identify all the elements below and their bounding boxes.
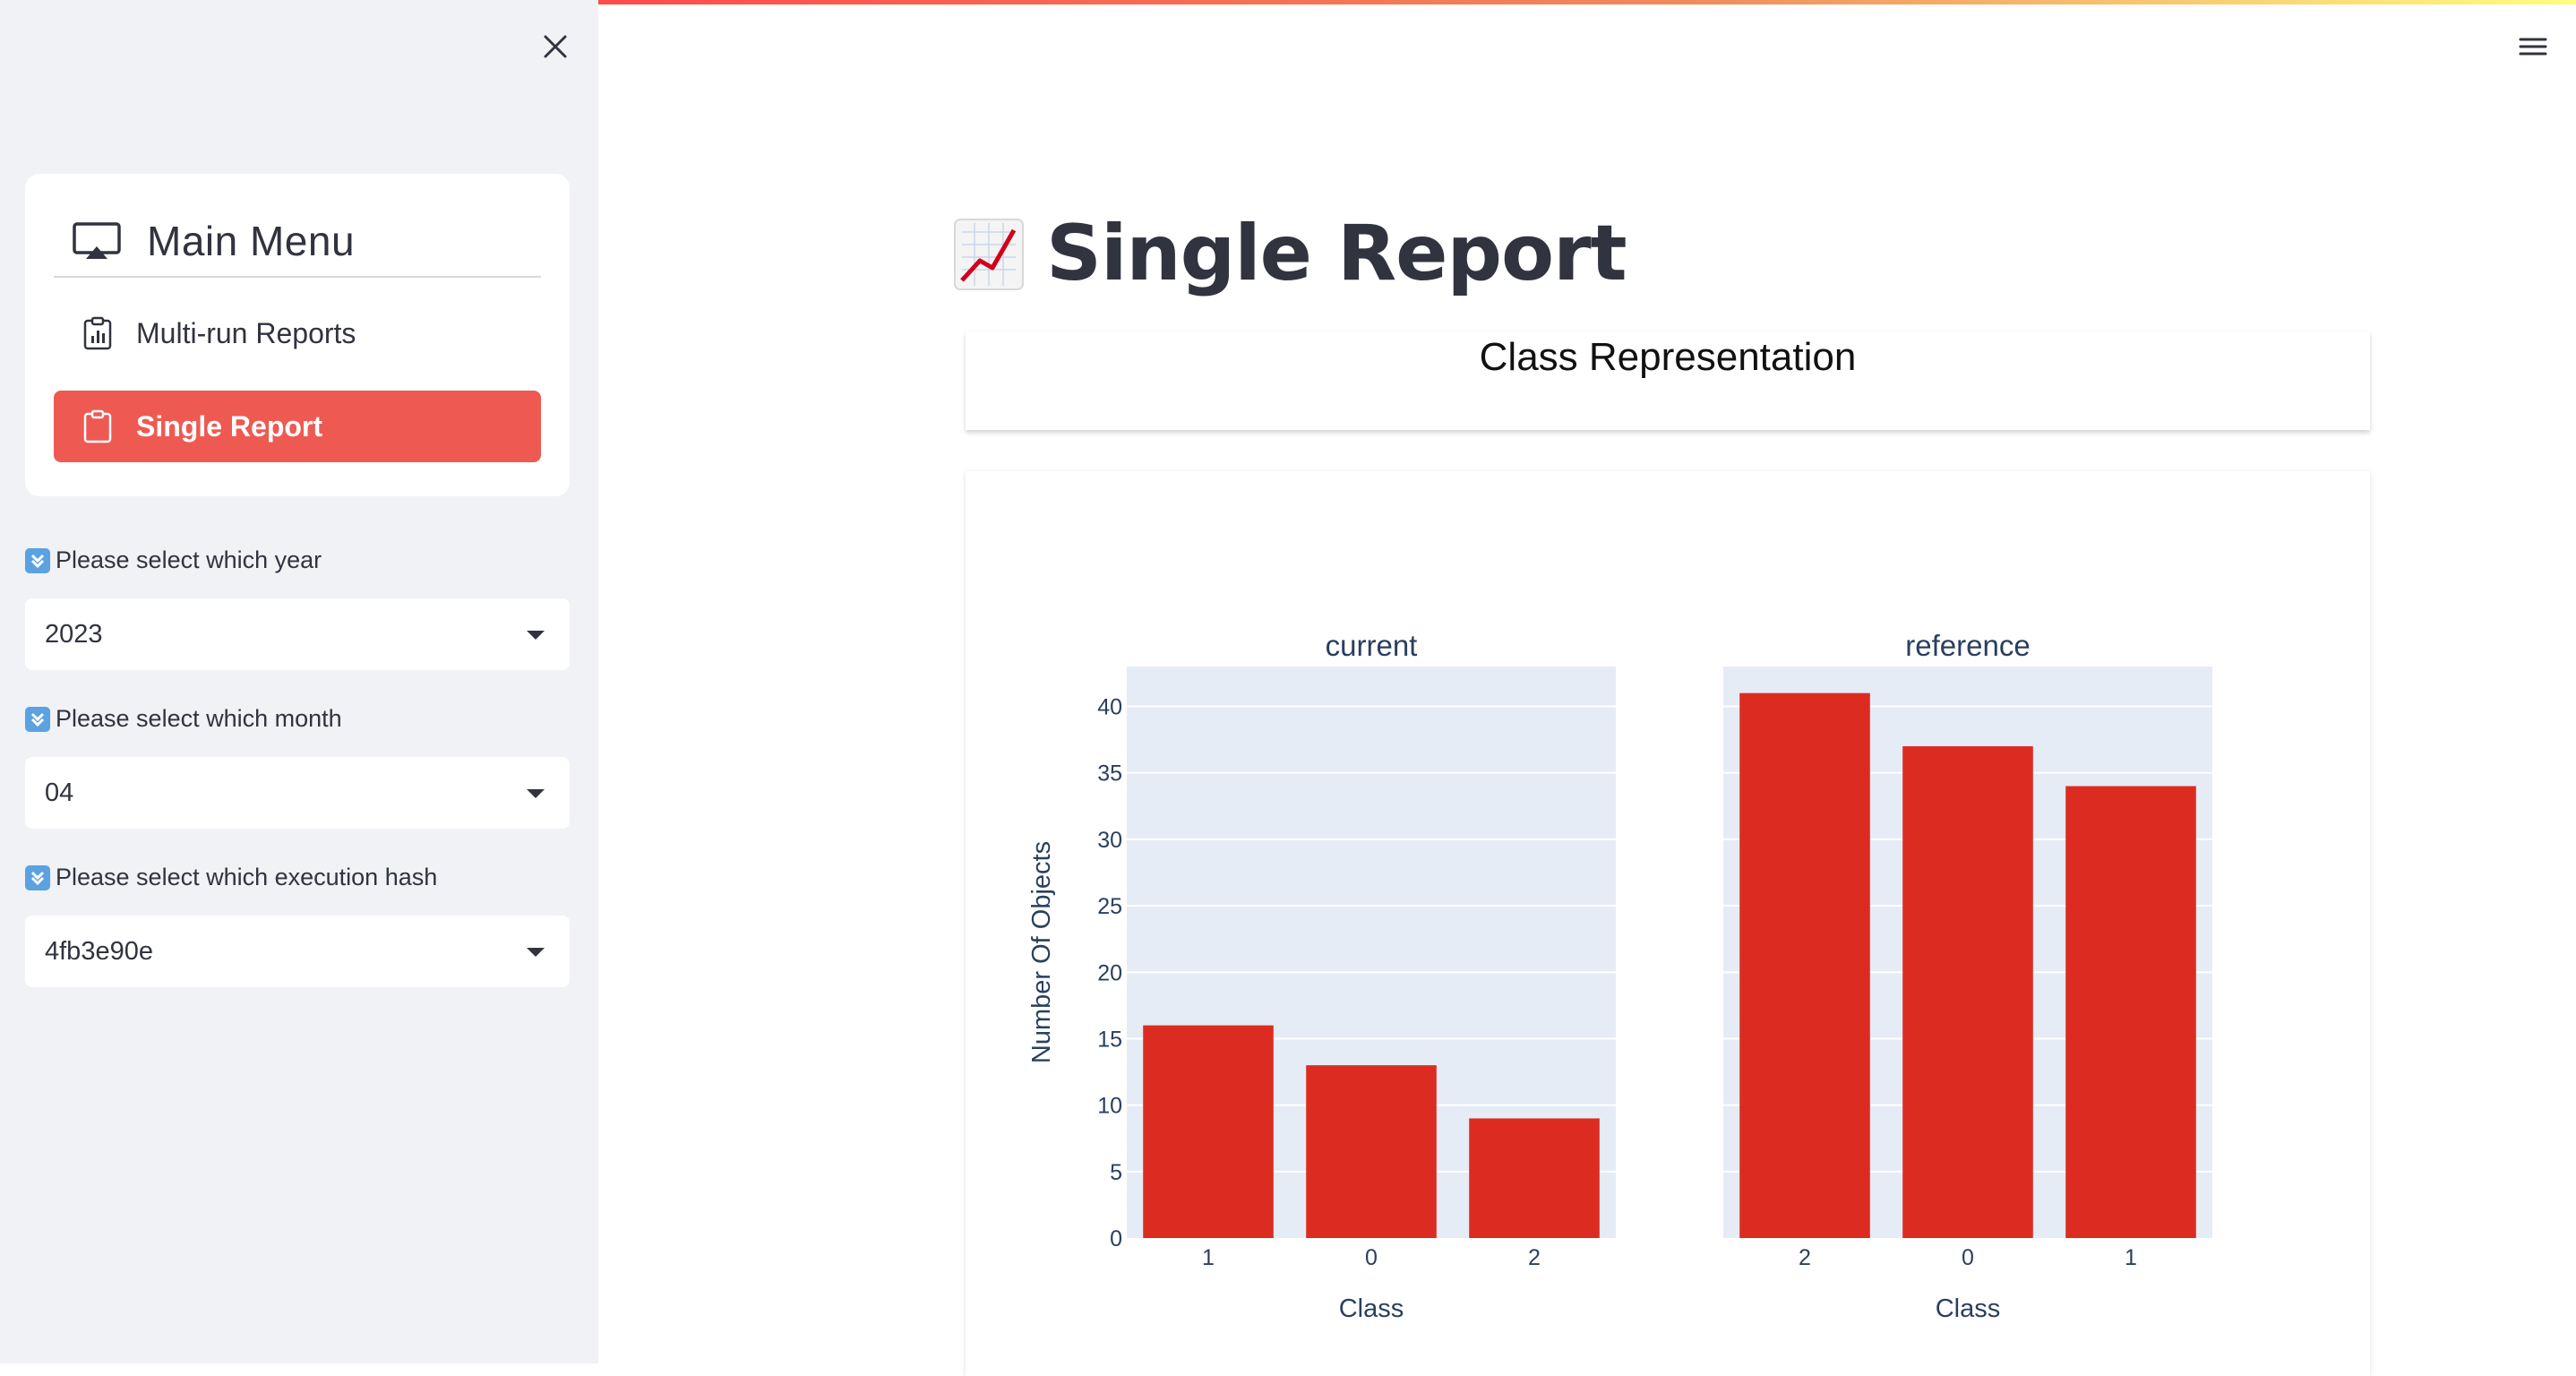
x-tick-label: 2 bbox=[1528, 1245, 1541, 1270]
x-tick-label: 1 bbox=[1202, 1245, 1215, 1270]
y-tick-label: 5 bbox=[1110, 1160, 1122, 1185]
chevron-down-icon bbox=[527, 789, 545, 798]
execution-hash-label: Please select which execution hash bbox=[25, 864, 437, 891]
menu-item-single-report[interactable]: Single Report bbox=[54, 391, 541, 462]
chart-card: Number Of Objects 0 5 10 15 20 25 30 35 40 current… bbox=[966, 471, 2370, 1376]
subplot-current: current 1 0 2 Class bbox=[1127, 629, 1616, 1323]
chevron-down-icon bbox=[527, 948, 545, 957]
month-select-value: 04 bbox=[45, 778, 74, 807]
x-tick-label: 0 bbox=[1962, 1245, 1974, 1270]
x-tick-label: 1 bbox=[2125, 1245, 2137, 1270]
y-tick-label: 40 bbox=[1097, 695, 1122, 720]
year-select-value: 2023 bbox=[45, 619, 103, 649]
section-header-card: Class Representation bbox=[966, 331, 2370, 430]
y-tick-label: 35 bbox=[1097, 761, 1122, 787]
execution-hash-select[interactable]: 4fb3e90e bbox=[25, 916, 570, 987]
close-sidebar-button[interactable] bbox=[536, 27, 575, 66]
y-tick-label: 15 bbox=[1097, 1027, 1122, 1052]
y-tick-label: 25 bbox=[1097, 894, 1122, 919]
month-select[interactable]: 04 bbox=[25, 757, 570, 829]
chevron-down-icon bbox=[527, 631, 545, 640]
y-tick-label: 20 bbox=[1097, 960, 1122, 985]
cast-icon bbox=[73, 222, 121, 259]
x-axis-title: Class bbox=[1339, 1294, 1404, 1323]
bar-class-2 bbox=[1739, 692, 1870, 1238]
close-icon bbox=[544, 35, 567, 58]
y-axis-title: Number Of Objects bbox=[1027, 841, 1056, 1063]
main-menu-button[interactable] bbox=[2513, 30, 2553, 63]
year-label: Please select which year bbox=[25, 546, 322, 574]
bar-class-2 bbox=[1469, 1118, 1600, 1238]
hamburger-icon bbox=[2519, 38, 2547, 56]
y-tick-label: 0 bbox=[1110, 1226, 1122, 1251]
page-title: Single Report bbox=[953, 204, 1627, 303]
menu-item-multi-run-reports[interactable]: Multi-run Reports bbox=[54, 297, 541, 369]
year-select[interactable]: 2023 bbox=[25, 598, 570, 670]
section-title: Class Representation bbox=[1479, 335, 1857, 379]
x-axis-title: Class bbox=[1936, 1294, 2001, 1323]
x-tick-label: 0 bbox=[1365, 1245, 1378, 1270]
arrow-down-emoji-icon bbox=[25, 864, 50, 890]
menu-item-label: Multi-run Reports bbox=[136, 316, 356, 349]
y-tick-label: 10 bbox=[1097, 1094, 1122, 1119]
arrow-down-emoji-icon bbox=[25, 706, 50, 732]
menu-item-label: Single Report bbox=[136, 409, 323, 443]
main-menu-header: Main Menu bbox=[54, 206, 541, 278]
bar-class-1 bbox=[2065, 786, 2196, 1238]
bar-class-1 bbox=[1143, 1025, 1274, 1238]
month-label: Please select which month bbox=[25, 705, 342, 733]
bar-class-0 bbox=[1902, 746, 2033, 1238]
bar-class-0 bbox=[1306, 1065, 1437, 1238]
sidebar: Main Menu Multi-run Reports Single Repor… bbox=[0, 0, 598, 1363]
main-menu: Main Menu Multi-run Reports Single Repor… bbox=[25, 174, 570, 496]
subplot-title: reference bbox=[1905, 629, 2030, 662]
subplot-reference: reference 2 0 1 Class bbox=[1723, 629, 2212, 1323]
subplot-title: current bbox=[1326, 629, 1418, 662]
y-tick-label: 30 bbox=[1097, 828, 1122, 853]
main-menu-title: Main Menu bbox=[147, 218, 356, 264]
chart-increasing-icon bbox=[954, 219, 1024, 290]
clipboard-chart-icon bbox=[83, 316, 112, 350]
x-tick-label: 2 bbox=[1799, 1245, 1811, 1270]
class-representation-chart: Number Of Objects0510152025303540current… bbox=[1027, 629, 2212, 1323]
top-decoration-bar bbox=[598, 0, 2576, 4]
execution-hash-select-value: 4fb3e90e bbox=[45, 936, 153, 966]
arrow-down-emoji-icon bbox=[25, 547, 50, 573]
clipboard-icon bbox=[83, 409, 112, 443]
